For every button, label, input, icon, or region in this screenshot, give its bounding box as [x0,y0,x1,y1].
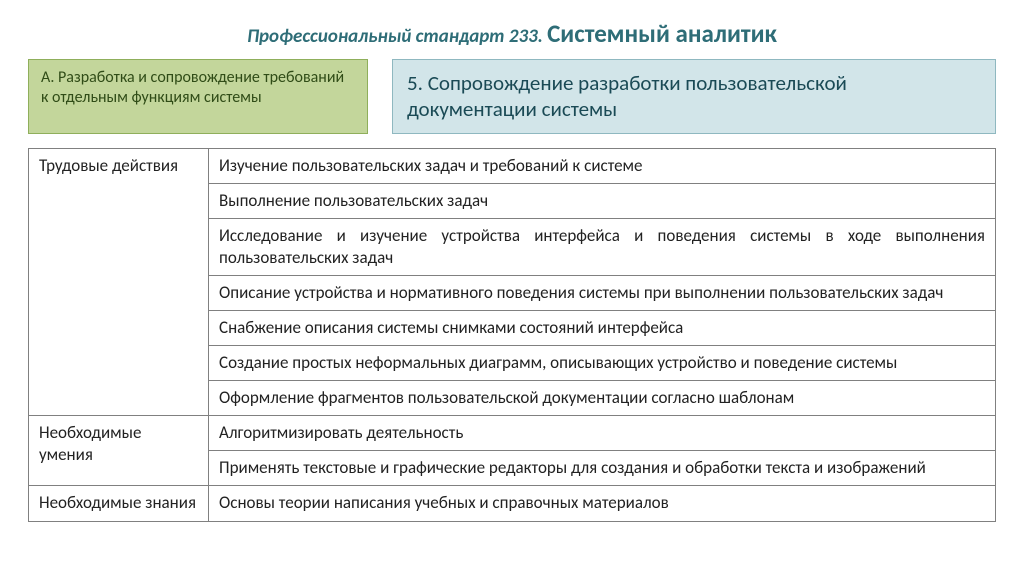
title-prefix: Профессиональный стандарт 233. [247,25,547,48]
page-title: Профессиональный стандарт 233. Системный… [0,0,1024,59]
block-b: 5. Сопровождение разработки пользователь… [392,59,996,134]
section-row: Изучение пользовательских задач и требов… [209,148,996,183]
section-row: Выполнение пользовательских задач [209,183,996,218]
section-row: Снабжение описания системы снимками сост… [209,310,996,345]
block-a: A. Разработка и сопровождение требований… [28,59,368,134]
table-row: Трудовые действияИзучение пользовательск… [29,148,996,183]
header-blocks: A. Разработка и сопровождение требований… [0,59,1024,148]
section-label: Необходимые знания [29,486,209,521]
content-table-body: Трудовые действияИзучение пользовательск… [29,148,996,521]
section-row: Основы теории написания учебных и справо… [209,486,996,521]
section-row: Описание устройства и нормативного повед… [209,275,996,310]
section-row: Создание простых неформальных диаграмм, … [209,346,996,381]
section-row: Оформление фрагментов пользовательской д… [209,381,996,416]
table-row: Необходимые знанияОсновы теории написани… [29,486,996,521]
section-row: Алгоритмизировать деятельность [209,416,996,451]
section-row: Исследование и изучение устройства интер… [209,218,996,275]
section-row: Применять текстовые и графические редакт… [209,451,996,486]
section-label: Необходимые умения [29,416,209,486]
title-main: Системный аналитик [547,18,777,49]
section-label: Трудовые действия [29,148,209,416]
table-row: Необходимые уменияАлгоритмизировать деят… [29,416,996,451]
content-table: Трудовые действияИзучение пользовательск… [28,148,996,522]
